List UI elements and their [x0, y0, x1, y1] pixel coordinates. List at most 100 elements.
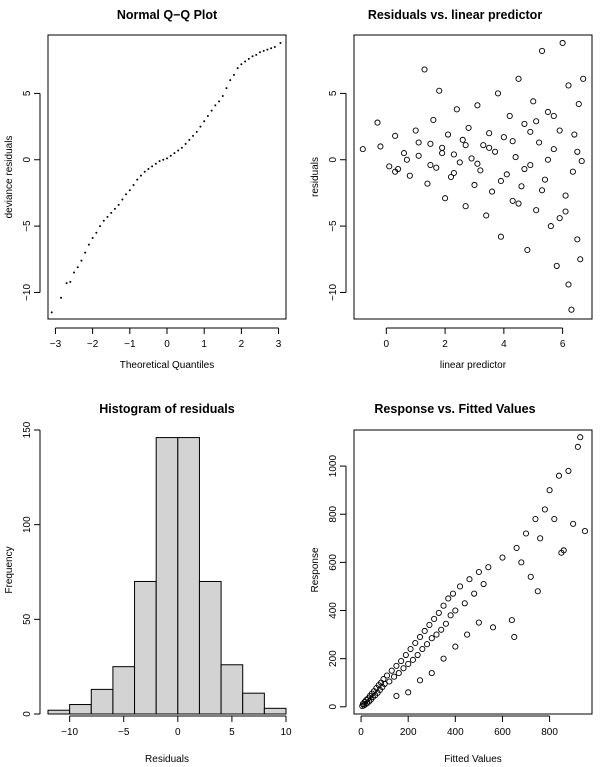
response-point — [464, 631, 471, 638]
response-point — [405, 689, 412, 696]
response-plot-frame — [353, 429, 593, 715]
residuals-point — [497, 233, 504, 240]
response-point — [419, 645, 426, 653]
qq-point — [80, 259, 83, 262]
response-point — [581, 528, 588, 535]
residuals-point — [486, 130, 493, 137]
qq-point — [147, 168, 150, 171]
qq-point — [232, 73, 235, 76]
response-point — [565, 467, 572, 474]
residuals-point — [556, 127, 563, 134]
qq-x-tick-label: 2 — [239, 339, 245, 350]
response-point — [405, 660, 412, 667]
residuals-point — [553, 262, 560, 269]
qq-point — [113, 207, 116, 210]
response-point — [475, 568, 482, 576]
response-point — [395, 670, 402, 677]
qq-point — [262, 49, 265, 52]
residuals-x-tick-label: 4 — [501, 339, 507, 350]
qq-point — [270, 47, 273, 50]
residuals-x-tick-label: 0 — [384, 339, 390, 350]
residuals-point — [527, 128, 534, 135]
residuals-point — [439, 150, 446, 157]
qq-x-tick-label: 0 — [164, 339, 170, 350]
residuals-point — [471, 181, 478, 189]
residuals-point — [569, 168, 576, 175]
residuals-point — [506, 112, 513, 120]
qq-point — [188, 138, 191, 141]
residuals-point — [568, 306, 575, 313]
qq-point — [91, 237, 94, 240]
qq-y-tick-label: 0 — [22, 157, 33, 163]
qq-x-tick-label: 3 — [276, 339, 282, 350]
response-point — [440, 602, 447, 609]
response-point — [489, 624, 497, 631]
histogram-bar — [69, 704, 92, 715]
response-point — [363, 696, 370, 704]
qq-point — [117, 203, 120, 206]
qq-point — [251, 55, 254, 58]
qq-point — [273, 45, 276, 48]
response-point — [551, 516, 558, 523]
qq-point — [106, 215, 109, 218]
response-point — [416, 677, 424, 684]
response-point — [409, 656, 416, 663]
residuals-point — [562, 208, 569, 215]
residuals-point — [578, 158, 585, 165]
response-point — [461, 600, 468, 607]
histogram-y-tick-label: 150 — [22, 421, 33, 438]
response-point — [555, 472, 563, 479]
qq-point — [95, 231, 98, 234]
residuals-point — [575, 100, 582, 108]
response-y-axis: 0 200 400 600 800 1000 — [328, 455, 347, 710]
response-x-tick-label: 400 — [447, 727, 464, 738]
residuals-point — [415, 139, 422, 146]
histogram-y-tick-label: 50 — [22, 613, 33, 625]
qq-point — [166, 157, 168, 160]
qq-point — [206, 114, 209, 117]
qq-point — [50, 311, 53, 314]
residuals-point — [442, 195, 449, 202]
residuals-point — [574, 236, 581, 243]
residuals-point — [462, 203, 469, 210]
residuals-point — [533, 207, 540, 214]
response-point — [407, 645, 414, 653]
qq-y-tick-label: −10 — [22, 284, 33, 301]
histogram-bar — [90, 688, 114, 715]
qq-point — [247, 57, 250, 60]
response-point — [534, 588, 541, 595]
histogram-title: Histogram of residuals — [99, 402, 234, 416]
residuals-x-tick-label: 2 — [442, 339, 448, 350]
residuals-point — [550, 146, 557, 153]
response-point — [513, 544, 520, 551]
qq-point — [192, 134, 195, 137]
residuals-point — [512, 154, 519, 161]
response-point — [532, 516, 539, 523]
qq-point — [69, 280, 72, 283]
residuals-point — [412, 127, 419, 134]
residuals-point — [474, 102, 481, 109]
histogram-bar — [263, 707, 287, 715]
qq-point — [154, 162, 157, 165]
response-y-tick-label: 400 — [328, 602, 339, 619]
qq-x-tick-label: 1 — [201, 339, 207, 350]
response-point — [452, 607, 459, 614]
residuals-y-tick-label: −5 — [328, 220, 339, 232]
residuals-point — [559, 39, 566, 47]
qq-point — [255, 53, 258, 56]
qq-point — [139, 174, 142, 177]
qq-points — [50, 41, 282, 314]
qq-y-tick-label: 5 — [22, 90, 33, 96]
histogram-bar — [242, 692, 265, 715]
qq-point — [136, 178, 139, 181]
qq-x-tick-label: −2 — [87, 339, 99, 350]
qq-point — [218, 100, 221, 103]
response-point — [522, 530, 530, 537]
qq-point — [158, 160, 161, 163]
residuals-point — [459, 136, 466, 143]
residuals-point — [421, 66, 428, 73]
qq-point — [121, 198, 124, 201]
qq-point — [203, 120, 206, 123]
response-point — [442, 620, 449, 627]
response-point — [445, 595, 452, 602]
